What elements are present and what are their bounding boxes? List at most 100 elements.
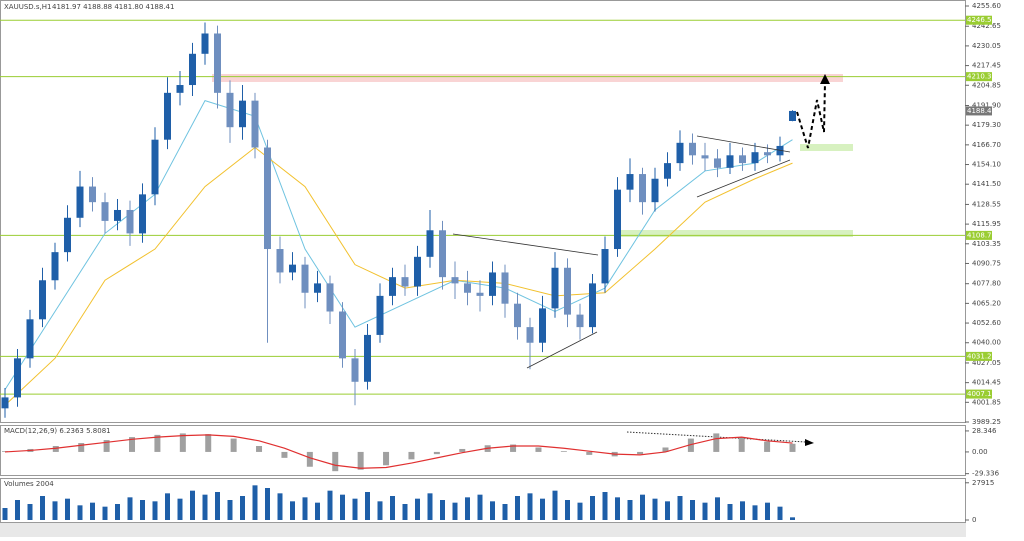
volume-title: Volumes 2004 [4, 480, 54, 488]
candle-body [301, 264, 309, 293]
volume-bar [190, 490, 195, 520]
macd-bar [179, 433, 186, 452]
y-tick-label: 4115.95 [972, 220, 1001, 228]
candle-body [64, 217, 71, 253]
y-tick-label: 3989.25 [972, 418, 1001, 426]
candle-body [639, 174, 646, 203]
volume-bar [115, 504, 120, 520]
macd-bar [560, 451, 567, 452]
volume-bar [627, 500, 633, 520]
macd-bar [687, 438, 694, 452]
volume-bar [152, 501, 158, 520]
level-tag [966, 351, 992, 361]
candle-body [751, 152, 759, 164]
candle-body [439, 230, 446, 278]
candle-body [151, 139, 159, 195]
volume-bar [502, 504, 508, 520]
macd-bar [205, 434, 212, 452]
macd-signal [4, 434, 793, 469]
macd-bar [52, 446, 59, 452]
candle-body [376, 295, 384, 335]
candle-body [714, 158, 721, 168]
candle-body [326, 283, 334, 312]
macd-bar [103, 440, 110, 452]
macd-bar [637, 451, 644, 455]
y-tick-label: 4065.20 [972, 299, 1001, 307]
volume-bar [102, 506, 108, 520]
level-tag [966, 389, 992, 399]
volume-bar [477, 494, 483, 520]
macd-bar [256, 446, 263, 452]
level-tag [966, 230, 992, 240]
y-tick-label: 4204.85 [972, 81, 1001, 89]
candle-body [39, 280, 46, 320]
candle-body [139, 194, 146, 234]
macd-bar [662, 447, 669, 452]
y-tick-label: 4001.85 [972, 398, 1001, 406]
volume-bar [602, 492, 608, 520]
candle-body [126, 209, 134, 234]
y-tick-label: 4191.90 [972, 101, 1001, 109]
candle-body [426, 230, 434, 257]
volume-bar [90, 502, 95, 520]
macd-bar [789, 443, 796, 452]
level-label: 4031.26 [967, 352, 996, 360]
volume-bar [527, 493, 533, 520]
candle-body [339, 311, 346, 359]
volume-bar [590, 496, 595, 520]
volume-bar [677, 496, 683, 520]
candle-body [576, 314, 584, 328]
volume-bar [302, 497, 308, 520]
y-tick-label: 4128.55 [972, 200, 1001, 208]
y-tick-label: 4242.65 [972, 22, 1001, 30]
candle-body [676, 142, 684, 164]
candle-body [276, 249, 284, 273]
candle-body [789, 110, 796, 121]
macd-bar [510, 444, 517, 452]
candle-body [514, 303, 521, 328]
candle-body [501, 272, 509, 304]
volume-panel [0, 478, 966, 523]
volume-bar [227, 500, 233, 520]
macd-bar [408, 451, 415, 460]
volume-bar [665, 501, 670, 520]
candle-body [101, 202, 109, 221]
candle-body [539, 308, 546, 343]
trendline [526, 331, 598, 369]
candle-body [314, 283, 321, 293]
volume-bar [452, 502, 458, 520]
candle-body [401, 277, 409, 287]
volume-bar [340, 494, 345, 520]
volume-bar [315, 502, 320, 520]
volume-bar [215, 492, 220, 520]
trendline [696, 159, 791, 198]
candle-body [451, 277, 459, 284]
candle-body [14, 358, 21, 398]
level-label: 4246.50 [967, 16, 996, 24]
candle-body [476, 292, 484, 296]
candle-body [689, 142, 696, 156]
volume-bar [390, 496, 395, 520]
volume-bar [352, 498, 358, 520]
candle-body [251, 100, 259, 148]
volume-bar [790, 517, 795, 520]
macd-bar [332, 451, 339, 472]
macd-panel [0, 425, 966, 476]
volume-bar [690, 500, 695, 520]
candle-body [764, 152, 771, 156]
volume-bar [415, 498, 420, 520]
level-label: 4007.13 [967, 390, 996, 398]
volume-bar [2, 508, 8, 520]
volume-bar [265, 488, 270, 520]
arrow-head [820, 74, 830, 84]
volume-bar [165, 493, 170, 520]
volume-bar [715, 497, 720, 520]
volume-bar [577, 502, 583, 520]
level-tag [966, 15, 992, 25]
volume-bar [140, 500, 145, 520]
y-tick-label: -29.336 [972, 470, 1000, 478]
volume-bar [27, 504, 33, 520]
support-zone [620, 230, 853, 237]
y-tick-label: 4052.60 [972, 319, 1001, 327]
y-tick-label: 4040.00 [972, 339, 1001, 347]
